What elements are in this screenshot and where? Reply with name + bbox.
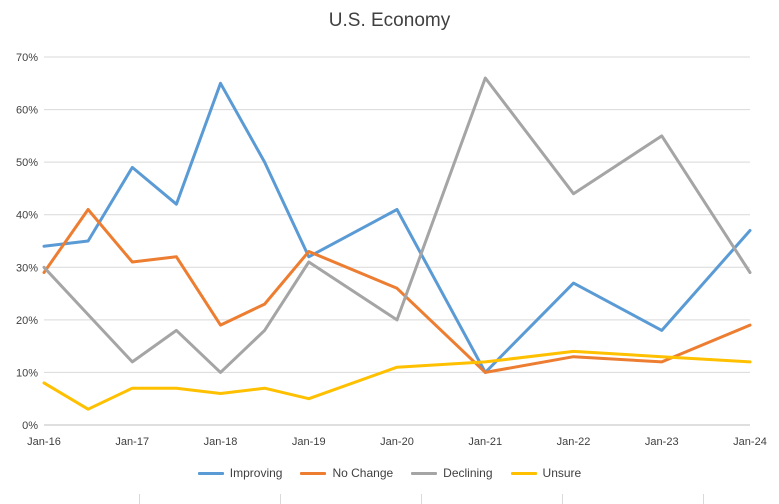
legend-label: Improving — [229, 466, 283, 480]
legend-swatch — [197, 471, 224, 475]
y-tick-label: 40% — [16, 210, 38, 222]
legend-item: No Change — [300, 466, 393, 480]
series-line-no-change — [42, 208, 752, 374]
legend-item: Improving — [197, 466, 283, 480]
x-tick-label: Jan-17 — [115, 436, 149, 448]
legend-item: Declining — [411, 466, 493, 480]
bottom-dividers — [0, 494, 779, 504]
y-tick-label: 50% — [16, 157, 38, 169]
series-line-unsure — [42, 349, 752, 411]
x-tick-label: Jan-23 — [645, 436, 679, 448]
x-tick-label: Jan-21 — [468, 436, 502, 448]
x-tick-label: Jan-22 — [557, 436, 591, 448]
legend-swatch — [300, 471, 327, 475]
x-tick-label: Jan-18 — [204, 436, 238, 448]
y-tick-label: 10% — [16, 367, 38, 379]
chart-title: U.S. Economy — [328, 10, 451, 31]
x-tick-label: Jan-16 — [27, 436, 61, 448]
legend-item: Unsure — [510, 466, 582, 480]
y-tick-label: 70% — [16, 52, 38, 64]
legend-swatch — [510, 471, 537, 475]
series-line-improving — [42, 81, 752, 374]
legend-label: No Change — [332, 466, 394, 480]
legend-label: Unsure — [542, 466, 582, 480]
series-line-declining — [42, 76, 752, 374]
x-tick-label: Jan-24 — [733, 436, 767, 448]
y-tick-label: 0% — [22, 420, 38, 432]
legend: Improving No Change Declining Unsure — [0, 466, 779, 480]
x-tick-label: Jan-19 — [292, 436, 326, 448]
legend-label: Declining — [443, 466, 493, 480]
legend-swatch — [411, 471, 438, 475]
y-tick-label: 20% — [16, 315, 38, 327]
y-tick-label: 30% — [16, 262, 38, 274]
y-tick-label: 60% — [16, 105, 38, 117]
x-tick-label: Jan-20 — [380, 436, 414, 448]
